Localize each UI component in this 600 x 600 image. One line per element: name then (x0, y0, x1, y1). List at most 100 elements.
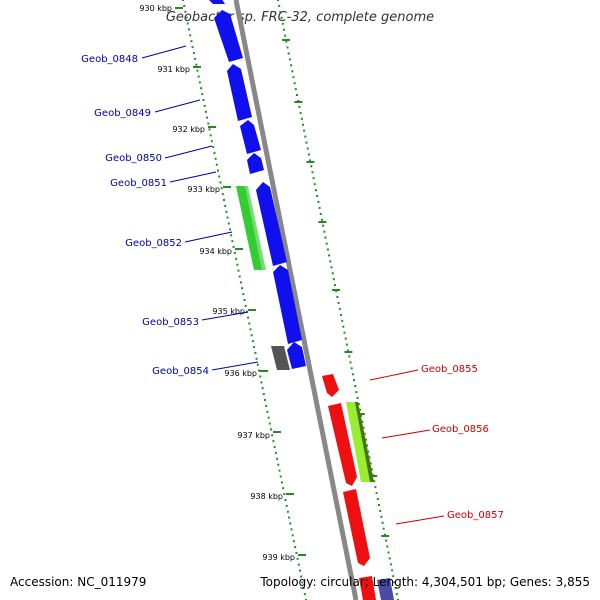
gene-arrow-0856[interactable] (328, 403, 357, 486)
gene-label-0857[interactable]: Geob_0857 (447, 510, 504, 521)
scale-dot-right (357, 403, 360, 405)
gene-arrow-0849[interactable] (227, 64, 252, 121)
scale-dot-left (207, 122, 210, 125)
scale-dot-left (279, 475, 282, 478)
scale-dot-right (318, 206, 321, 209)
scale-dot-left (183, 4, 186, 7)
gene-label-0849[interactable]: Geob_0849 (94, 108, 151, 119)
gene-arrow-0854[interactable] (287, 342, 306, 369)
scale-dot-left (260, 381, 263, 384)
gene-arrow-0850[interactable] (240, 120, 261, 154)
scale-dot-right (298, 105, 301, 108)
gene-arrow-0847[interactable] (207, 0, 225, 4)
scale-dot-left (224, 204, 227, 207)
scale-dot-right (359, 408, 361, 411)
scale-dot-right (334, 284, 336, 287)
scale-dot-left (271, 434, 274, 437)
scale-dot-left (286, 510, 289, 513)
left-leader-lines (141, 45, 259, 371)
gene-arrow-0855[interactable] (322, 374, 339, 397)
scale-dot-right (321, 218, 323, 221)
scale-dot-right (293, 82, 296, 85)
gene-label-0851[interactable]: Geob_0851 (110, 178, 167, 189)
scale-dot-left (249, 328, 252, 331)
scale-dot-left (284, 499, 287, 501)
topology-text: Topology: circular; Length: 4,304,501 bp… (260, 575, 590, 589)
scale-dot-right (367, 450, 370, 453)
scale-dot-right (317, 201, 320, 203)
scale-dot-right (281, 22, 284, 25)
scale-dot-right (338, 307, 341, 310)
tick-936: 936 kbp (224, 369, 268, 378)
gene-arrow-0859[interactable] (377, 578, 394, 600)
scale-dot-left (206, 116, 209, 119)
scale-dot-left (299, 569, 301, 572)
scale-dot-right (387, 551, 390, 554)
tick-935: 935 kbp (212, 307, 256, 316)
scale-dot-left (198, 81, 201, 84)
scale-dot-left (223, 199, 225, 201)
scale-dot-right (311, 171, 314, 174)
gene-arrow-0852b[interactable] (256, 182, 287, 266)
scale-dot-left (212, 146, 215, 149)
scale-dot-right (395, 593, 398, 596)
scale-dot-left (184, 10, 187, 13)
gene-label-0850[interactable]: Geob_0850 (105, 153, 162, 164)
scale-dot-right (284, 34, 287, 37)
gene-gray-0854[interactable] (271, 346, 290, 370)
scale-dot-left (302, 587, 305, 590)
scale-dot-right (340, 313, 342, 316)
scale-dot-right (299, 111, 302, 114)
scale-dot-left (300, 575, 303, 578)
scale-dot-right (362, 426, 365, 429)
gene-label-0853[interactable]: Geob_0853 (142, 317, 199, 328)
tick-938: 938 kbp (250, 492, 294, 501)
scale-dot-right (353, 379, 355, 382)
gene-label-0855[interactable]: Geob_0855 (421, 364, 478, 375)
scale-dot-right (380, 515, 383, 518)
forward-strand-genes (207, 0, 306, 369)
gene-label-0848[interactable]: Geob_0848 (81, 54, 138, 65)
scale-dot-right (306, 147, 309, 150)
scale-dot-left (282, 487, 285, 490)
scale-dot-left (276, 457, 279, 460)
scale-dot-right (379, 509, 382, 512)
scale-dot-right (332, 278, 335, 281)
gene-label-0854[interactable]: Geob_0854 (152, 366, 209, 377)
gene-arrow-0848[interactable] (214, 10, 243, 62)
scale-dot-right (354, 385, 357, 388)
scale-dot-right (351, 373, 354, 376)
scale-dot-left (289, 522, 292, 525)
scale-dot-left (202, 99, 205, 101)
scale-dot-left (220, 187, 223, 190)
scale-dot-left (239, 281, 242, 284)
gene-arrow-0851[interactable] (247, 153, 264, 174)
gene-arrow-0858[interactable] (359, 576, 376, 600)
scale-dot-right (329, 260, 332, 263)
scale-dot-left (232, 246, 235, 249)
gene-arrow-0853[interactable] (273, 265, 302, 344)
gene-arrow-0857[interactable] (343, 489, 370, 566)
svg-text:935 kbp: 935 kbp (212, 307, 245, 316)
scale-dot-left (221, 193, 224, 196)
svg-text:937 kbp: 937 kbp (237, 431, 270, 440)
scale-dot-left (194, 57, 197, 60)
tick-931: 931 kbp (157, 65, 201, 74)
scale-dot-right (386, 545, 389, 548)
scale-dot-right (309, 159, 312, 162)
scale-dot-left (295, 551, 298, 554)
scale-dot-left (203, 104, 206, 107)
scale-dot-left (218, 175, 221, 178)
scale-dot-right (307, 153, 310, 156)
scale-dot-left (266, 410, 269, 413)
scale-dot-left (247, 316, 250, 319)
scale-dot-right (363, 432, 366, 435)
scale-dot-right (393, 581, 396, 584)
gene-label-0852[interactable]: Geob_0852 (125, 238, 182, 249)
scale-dot-left (268, 422, 271, 425)
scale-dot-left (226, 216, 229, 219)
map-title: Geobacter sp. FRC-32, complete genome (165, 10, 435, 25)
gene-label-0856[interactable]: Geob_0856 (432, 424, 489, 435)
scale-dot-right (369, 462, 372, 465)
scale-dot-right (282, 28, 285, 31)
